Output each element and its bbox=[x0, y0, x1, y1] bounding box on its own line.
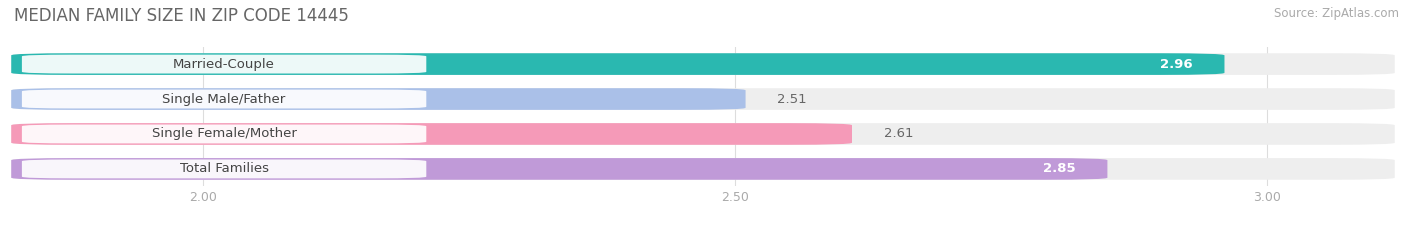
Text: 2.96: 2.96 bbox=[1160, 58, 1192, 71]
Text: MEDIAN FAMILY SIZE IN ZIP CODE 14445: MEDIAN FAMILY SIZE IN ZIP CODE 14445 bbox=[14, 7, 349, 25]
Text: Married-Couple: Married-Couple bbox=[173, 58, 276, 71]
FancyBboxPatch shape bbox=[22, 55, 426, 73]
Text: Single Female/Mother: Single Female/Mother bbox=[152, 127, 297, 140]
FancyBboxPatch shape bbox=[11, 53, 1225, 75]
FancyBboxPatch shape bbox=[22, 89, 426, 109]
Text: Total Families: Total Families bbox=[180, 162, 269, 175]
FancyBboxPatch shape bbox=[11, 158, 1108, 180]
FancyBboxPatch shape bbox=[11, 123, 1395, 145]
Text: 2.61: 2.61 bbox=[884, 127, 914, 140]
FancyBboxPatch shape bbox=[11, 158, 1395, 180]
Text: Single Male/Father: Single Male/Father bbox=[163, 93, 285, 106]
FancyBboxPatch shape bbox=[11, 123, 852, 145]
FancyBboxPatch shape bbox=[22, 159, 426, 178]
FancyBboxPatch shape bbox=[11, 53, 1395, 75]
FancyBboxPatch shape bbox=[11, 88, 745, 110]
Text: 2.51: 2.51 bbox=[778, 93, 807, 106]
Text: Source: ZipAtlas.com: Source: ZipAtlas.com bbox=[1274, 7, 1399, 20]
FancyBboxPatch shape bbox=[22, 124, 426, 143]
FancyBboxPatch shape bbox=[11, 88, 1395, 110]
Text: 2.85: 2.85 bbox=[1043, 162, 1076, 175]
